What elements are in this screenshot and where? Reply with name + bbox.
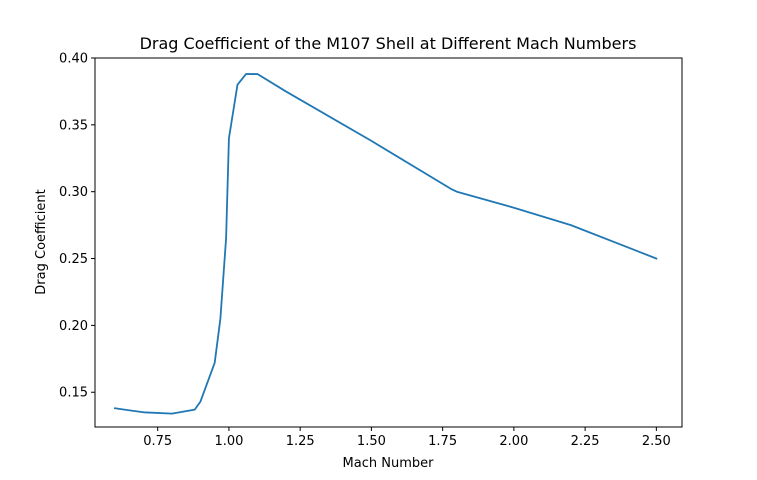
x-tick-label: 2.25 bbox=[571, 434, 600, 449]
y-axis-label: Drag Coefficient bbox=[34, 189, 49, 294]
x-tick-label: 1.75 bbox=[428, 434, 457, 449]
x-tick-label: 2.00 bbox=[499, 434, 528, 449]
x-tick-label: 2.50 bbox=[642, 434, 671, 449]
x-tick-label: 1.00 bbox=[214, 434, 243, 449]
y-tick-label: 0.30 bbox=[59, 185, 88, 200]
y-axis-ticks: 0.15 0.20 0.25 0.30 0.35 0.40 bbox=[59, 52, 95, 401]
series-layer bbox=[113, 73, 658, 415]
y-tick-label: 0.20 bbox=[59, 319, 88, 334]
chart-title: Drag Coefficient of the M107 Shell at Di… bbox=[140, 34, 637, 53]
plot-area-frame bbox=[94, 57, 683, 428]
x-axis-label: Mach Number bbox=[343, 456, 435, 471]
x-tick-label: 1.25 bbox=[286, 434, 315, 449]
y-tick-label: 0.15 bbox=[59, 386, 88, 401]
y-tick-label: 0.40 bbox=[59, 52, 88, 67]
x-tick-label: 1.50 bbox=[357, 434, 386, 449]
y-tick-label: 0.25 bbox=[59, 252, 88, 267]
series-line-drag-coefficient bbox=[113, 73, 658, 415]
y-tick-label: 0.35 bbox=[59, 118, 88, 133]
x-axis-ticks: 0.75 1.00 1.25 1.50 1.75 2.00 2.25 2.50 bbox=[143, 427, 671, 449]
x-tick-label: 0.75 bbox=[143, 434, 172, 449]
